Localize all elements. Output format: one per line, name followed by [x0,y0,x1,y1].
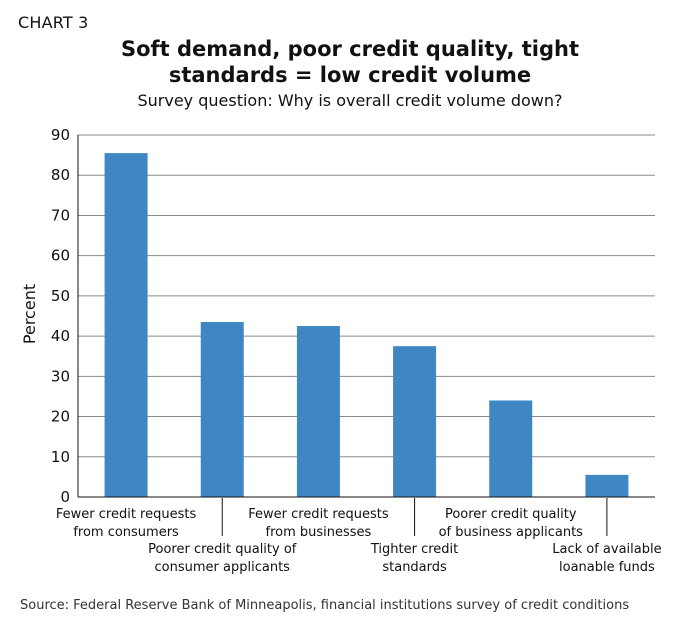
y-axis-label: Percent [20,284,39,344]
bar [585,474,629,497]
y-tick-label: 40 [51,327,70,345]
chart-title-line-1: Soft demand, poor credit quality, tight [120,37,579,61]
category-label: from consumers [73,525,179,540]
bar [489,400,533,497]
chart-number-label: CHART 3 [18,13,89,32]
y-tick-label: 60 [51,247,70,265]
category-label: loanable funds [559,560,655,575]
y-tick-label: 80 [51,166,70,184]
x-category-labels: Fewer credit requests from consumers Poore… [56,498,662,575]
axes [77,135,655,498]
y-tick-label: 70 [51,206,70,224]
bar [200,322,244,497]
y-tick-label: 90 [51,126,70,144]
chart-subtitle: Survey question: Why is overall credit v… [137,91,563,110]
y-tick-labels: 0 10 20 30 40 50 60 70 80 90 [51,126,70,506]
category-label: Fewer credit requests [56,507,197,522]
bars [104,153,629,497]
y-tick-label: 20 [51,408,70,426]
category-label: consumer applicants [155,560,291,575]
category-label: of business applicants [439,525,584,540]
category-label: from businesses [266,525,372,540]
bar [296,326,340,497]
category-label: Fewer credit requests [248,507,389,522]
bar [393,346,437,497]
y-tick-label: 30 [51,367,70,385]
category-label: Lack of available [552,542,661,557]
y-tick-label: 10 [51,448,70,466]
chart-title: Soft demand, poor credit quality, tight … [0,36,700,88]
category-label: Poorer credit quality of [148,542,297,557]
category-label: standards [382,560,447,575]
category-label: Poorer credit quality [445,507,577,522]
category-label: Tighter credit [370,542,458,557]
gridlines [78,134,655,458]
y-tick-label: 50 [51,287,70,305]
y-tick-label: 0 [60,488,70,506]
source-note: Source: Federal Reserve Bank of Minneapo… [20,598,630,613]
chart-title-line-2: standards = low credit volume [168,63,532,87]
bar [104,153,148,497]
